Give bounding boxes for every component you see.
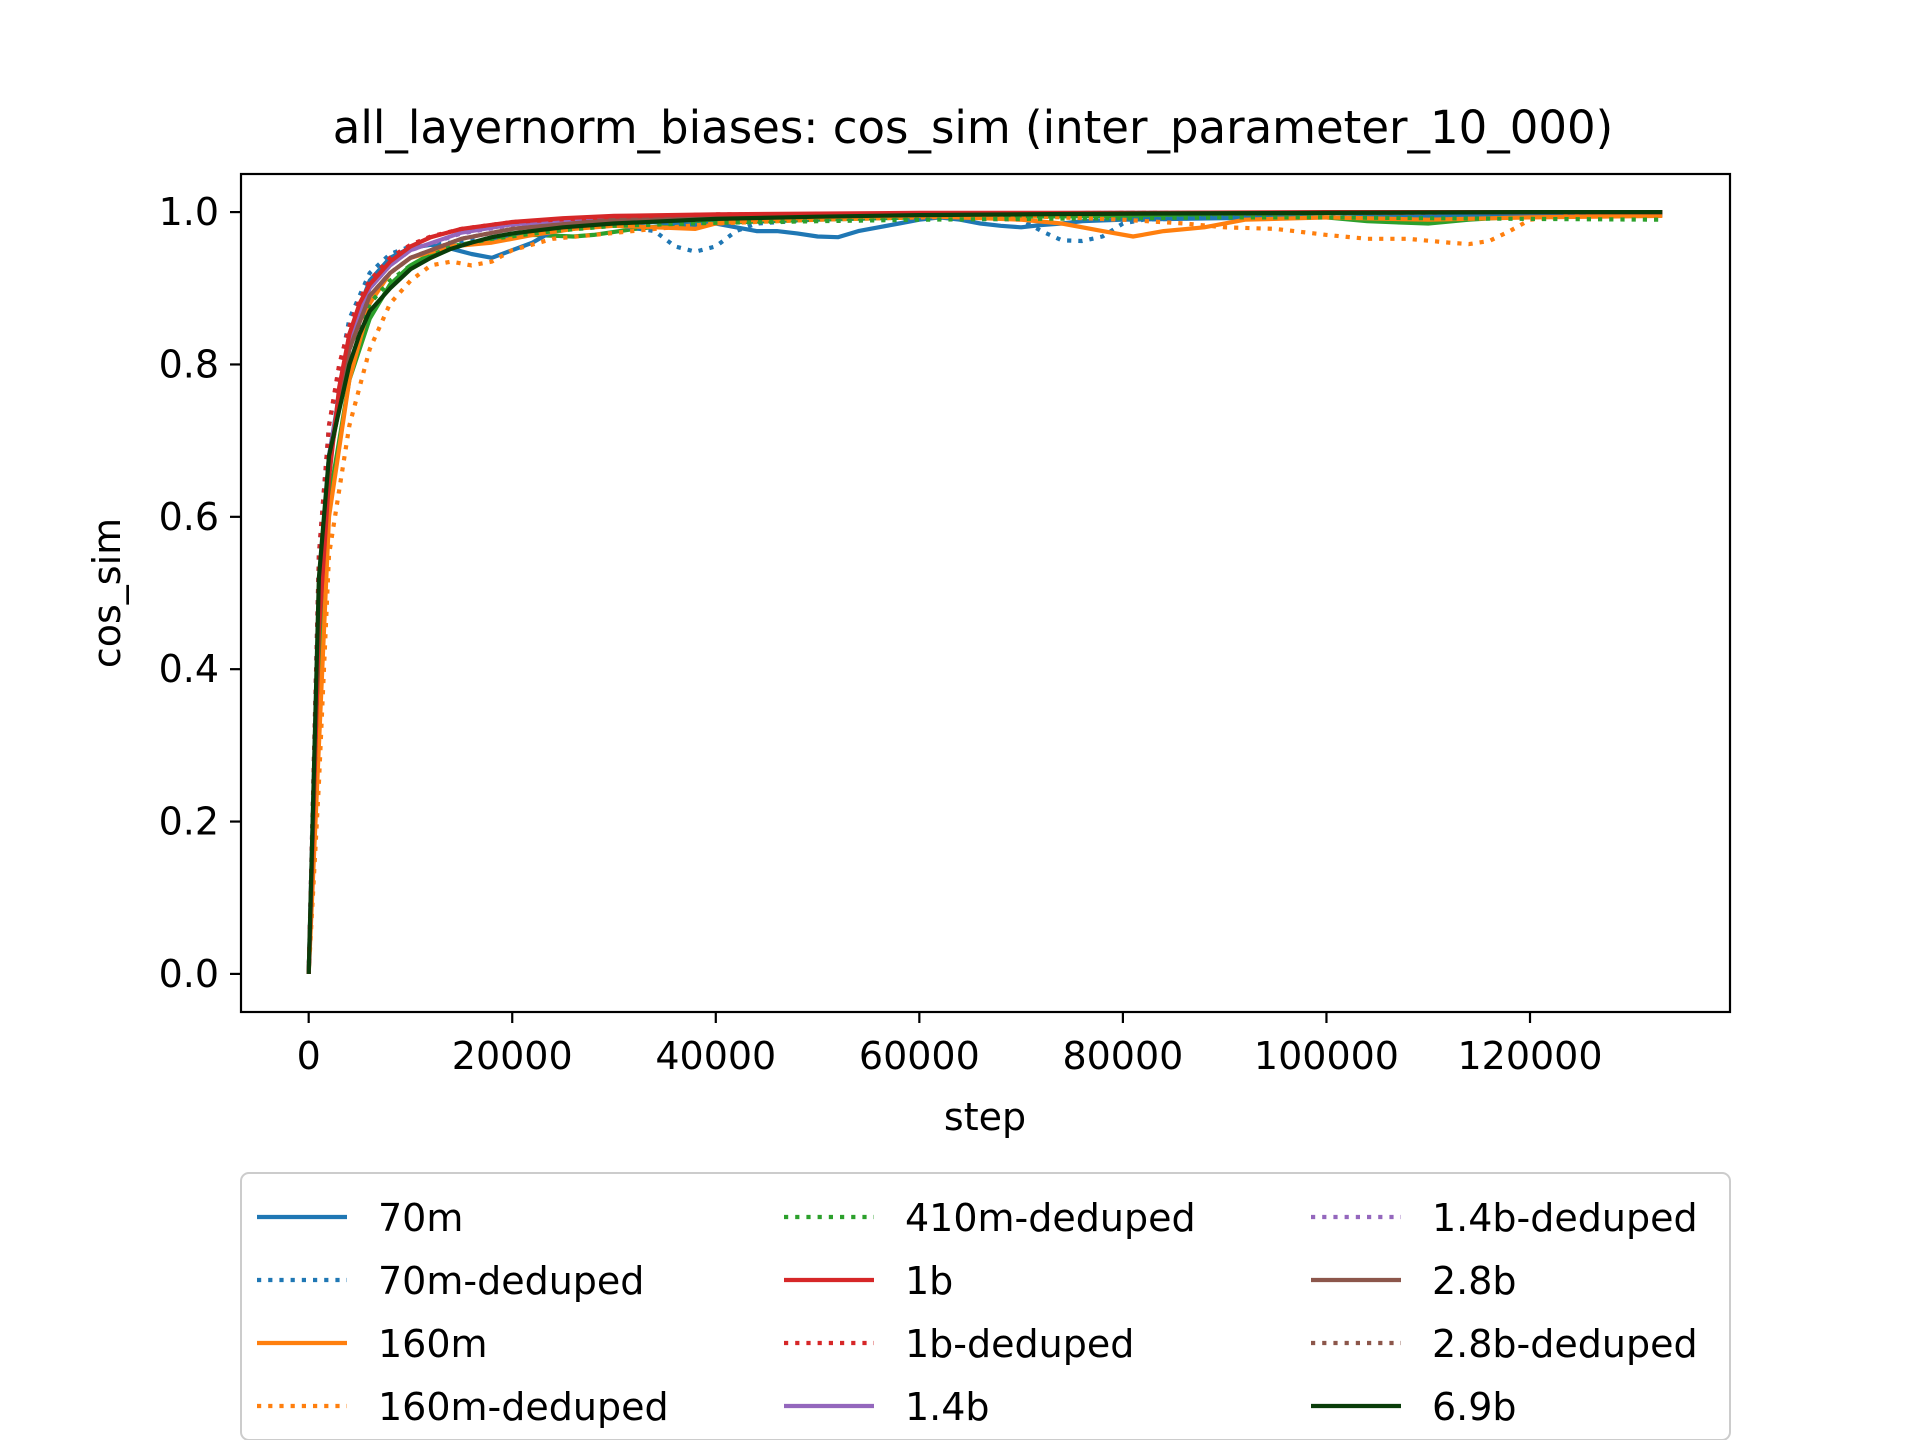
legend-label: 1.4b (905, 1385, 990, 1429)
legend: 70m 70m-deduped 160m 160m-deduped 410m-dedup… (240, 1172, 1731, 1440)
y-axis: 0.0 0.2 0.4 0.6 0.8 1.0 (159, 190, 241, 996)
legend-item-70m: 70m (257, 1196, 463, 1240)
plot-background (241, 174, 1730, 1012)
legend-item-2-8b-deduped: 2.8b-deduped (1311, 1322, 1698, 1366)
x-tick-label: 100000 (1254, 1034, 1399, 1078)
legend-label: 70m-deduped (378, 1259, 644, 1303)
legend-label: 160m (378, 1322, 488, 1366)
x-tick-label: 120000 (1457, 1034, 1602, 1078)
legend-label: 410m-deduped (905, 1196, 1196, 1240)
legend-label: 2.8b (1432, 1259, 1517, 1303)
legend-item-1-4b: 1.4b (784, 1385, 990, 1429)
series-line-6-9b (306, 210, 1663, 974)
y-tick-label: 0.0 (159, 952, 219, 996)
legend-label: 70m (378, 1196, 463, 1240)
series-lines (306, 210, 1663, 975)
legend-item-1-4b-deduped: 1.4b-deduped (1311, 1196, 1698, 1240)
legend-box (240, 1172, 1731, 1440)
legend-label: 6.9b (1432, 1385, 1517, 1429)
y-tick-label: 0.2 (159, 800, 219, 844)
x-tick-label: 0 (297, 1034, 321, 1078)
series-line-410m-deduped (306, 215, 1663, 974)
y-tick-label: 1.0 (159, 190, 219, 234)
x-tick-label: 20000 (452, 1034, 573, 1078)
legend-label: 1.4b-deduped (1432, 1196, 1698, 1240)
x-tick-label: 80000 (1062, 1034, 1183, 1078)
legend-item-1b-deduped: 1b-deduped (784, 1322, 1134, 1366)
x-tick-label: 60000 (859, 1034, 980, 1078)
legend-item-2-8b: 2.8b (1311, 1259, 1517, 1303)
legend-items: 70m 70m-deduped 160m 160m-deduped 410m-dedup… (257, 1196, 1698, 1429)
x-axis-label: step (944, 1095, 1026, 1139)
legend-item-70m-deduped: 70m-deduped (257, 1259, 644, 1303)
legend-label: 1b (905, 1259, 953, 1303)
legend-item-160m: 160m (257, 1322, 488, 1366)
legend-item-1b: 1b (784, 1259, 953, 1303)
legend-label: 2.8b-deduped (1432, 1322, 1698, 1366)
legend-item-160m-deduped: 160m-deduped (257, 1385, 669, 1429)
legend-label: 160m-deduped (378, 1385, 669, 1429)
plot-frame (239, 172, 1732, 1014)
legend-item-6-9b: 6.9b (1311, 1385, 1517, 1429)
legend-item-410m-deduped: 410m-deduped (784, 1196, 1196, 1240)
x-axis: 0 20000 40000 60000 80000 100000 120000 (297, 1012, 1603, 1078)
plot-area: 0 20000 40000 60000 80000 100000 120000 0.0 0.2… (159, 172, 1732, 1078)
y-tick-label: 0.6 (159, 495, 219, 539)
chart-title: all_layernorm_biases: cos_sim (inter_par… (333, 101, 1613, 154)
y-tick-label: 0.8 (159, 342, 219, 386)
x-tick-label: 40000 (655, 1034, 776, 1078)
y-tick-label: 0.4 (159, 647, 219, 691)
legend-label: 1b-deduped (905, 1322, 1134, 1366)
y-axis-label: cos_sim (85, 518, 129, 668)
